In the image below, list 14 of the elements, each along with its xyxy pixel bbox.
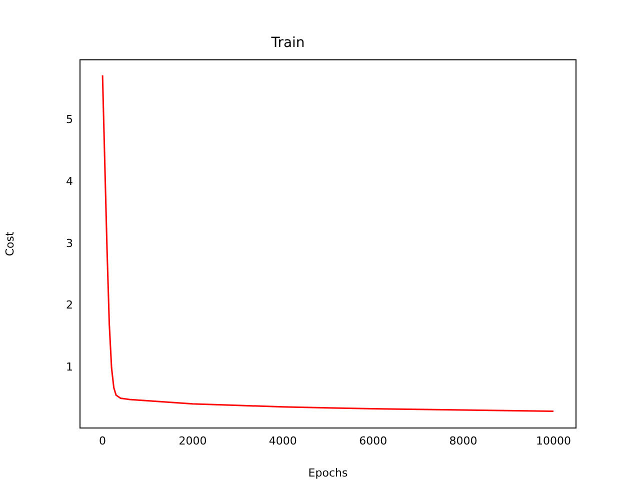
chart-title: Train xyxy=(270,35,305,52)
x-tick-label: 0 xyxy=(99,434,106,448)
y-axis-title: Cost xyxy=(3,230,16,256)
y-tick-label: 4 xyxy=(66,174,73,188)
y-tick-label: 5 xyxy=(66,112,73,126)
x-axis-title: Epochs xyxy=(308,466,348,480)
x-tick-label: 2000 xyxy=(178,434,207,448)
x-tick-label: 10000 xyxy=(536,434,571,448)
x-tick-label: 6000 xyxy=(359,434,388,448)
x-tick-label: 8000 xyxy=(449,434,478,448)
y-tick-label: 2 xyxy=(66,298,73,312)
y-tick-label: 1 xyxy=(66,360,73,374)
y-tick-label: 3 xyxy=(66,236,73,250)
x-tick-label: 4000 xyxy=(268,434,297,448)
